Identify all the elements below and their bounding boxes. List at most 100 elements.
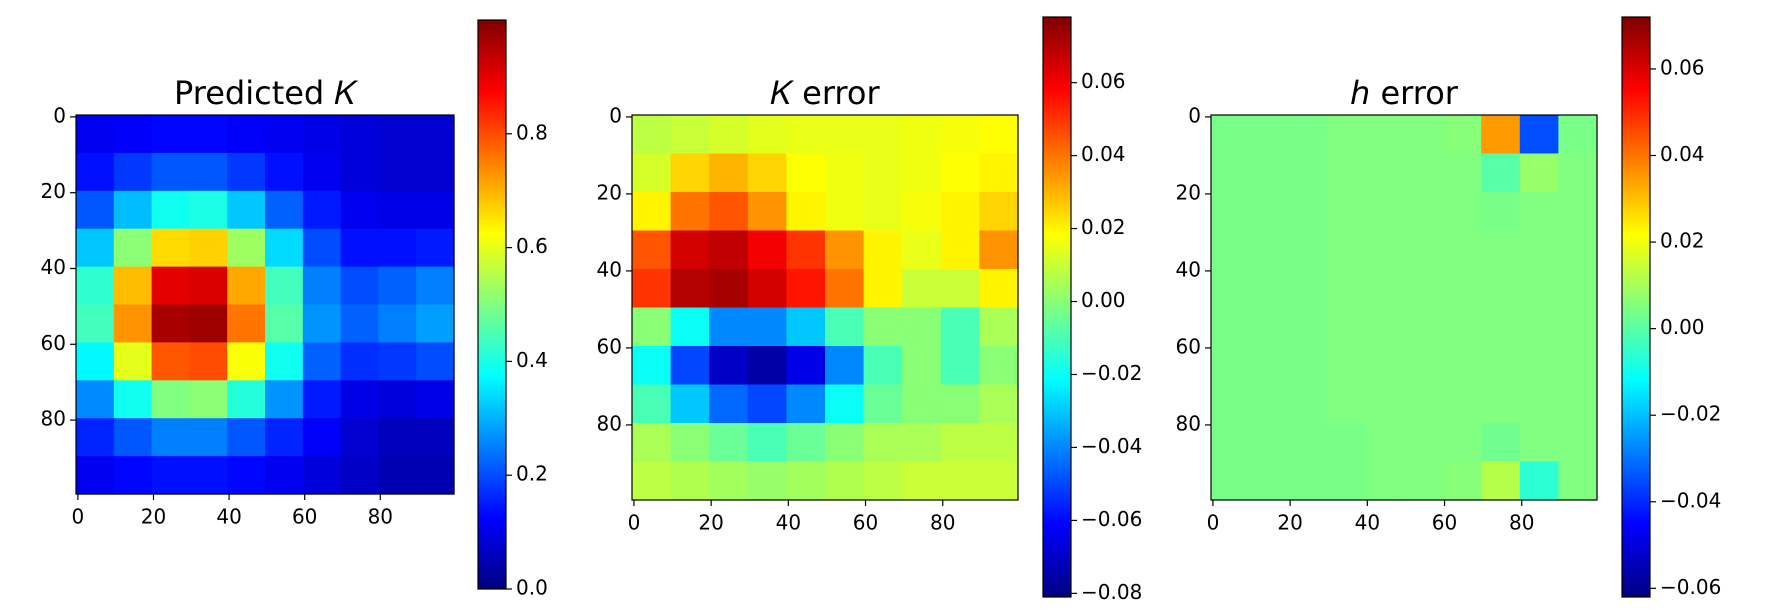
heatmap-cell [1365,230,1405,270]
heatmap-cell [1249,423,1289,463]
heatmap-cell [747,153,787,193]
heatmap-cell [265,380,304,419]
heatmap-cell [786,230,826,270]
heatmap-cell [416,342,455,381]
x-tick-label: 40 [1355,511,1380,535]
heatmap-cell [1288,346,1328,386]
heatmap-cell [1558,153,1598,193]
heatmap-cell [1558,346,1598,386]
heatmap-cell [265,266,304,306]
heatmap-cell [632,307,672,347]
heatmap-cell [1481,269,1521,309]
heatmap-cell [1365,192,1405,232]
heatmap-cell [709,153,749,193]
heatmap-cell [265,115,304,154]
heatmap-cell [189,266,228,306]
heatmap-cell [1558,384,1598,424]
heatmap-cell [1288,384,1328,424]
heatmap-cell [340,342,379,381]
colorbar-tick-label: −0.06 [1660,575,1721,599]
heatmap-cell [1211,307,1251,347]
colorbar-tick-label: 0.4 [516,348,548,372]
heatmap-cell [1365,384,1405,424]
heatmap-cell [302,380,342,419]
heatmap-cell [1211,346,1251,386]
heatmap-cell [1249,230,1289,270]
heatmap-cell [786,192,826,232]
heatmap-cell [863,384,903,424]
heatmap-cell [113,418,153,457]
heatmap-cell [1519,423,1559,463]
heatmap-cell [940,192,980,232]
heatmap-cell [747,346,787,386]
heatmap-cell [227,115,266,154]
heatmap-cell [189,190,228,230]
heatmap-cell [632,346,672,386]
heatmap-cell [825,230,865,270]
heatmap-cell [709,346,749,386]
heatmap-cell [786,423,826,463]
y-tick-label: 20 [597,180,622,204]
heatmap-cell [189,304,228,343]
heatmap-cell [416,115,455,154]
heatmap-cell [670,115,710,155]
heatmap-cell [1365,461,1405,501]
heatmap-cell [747,230,787,270]
heatmap-cell [979,307,1019,347]
heatmap-cell [825,461,865,501]
heatmap-cell [76,418,115,457]
heatmap-cell [1442,307,1482,347]
heatmap-cell [378,190,417,230]
heatmap-cell [863,423,903,463]
heatmap-cell [227,190,266,230]
heatmap-cell [1211,115,1251,155]
heatmap-cell [227,456,266,495]
heatmap-cell [1326,153,1366,193]
heatmap-cell [670,461,710,501]
heatmap-cell [227,266,266,306]
heatmap-cell [189,418,228,457]
heatmap-cell [747,307,787,347]
x-tick-label: 40 [776,511,801,535]
heatmap-cell [1326,346,1366,386]
heatmap-cell [151,152,190,192]
heatmap-cell [265,304,304,343]
heatmap-cell [709,192,749,232]
heatmap-cell [1211,269,1251,309]
heatmap-cell [902,153,942,193]
heatmap-cell [786,115,826,155]
y-tick-label: 0 [53,103,66,127]
heatmap-cell [113,456,153,495]
heatmap-cell [227,380,266,419]
heatmap-cell [1558,461,1598,501]
heatmap-cell [76,228,115,268]
heatmap-cell [1211,461,1251,501]
heatmap-cell [632,461,672,501]
heatmap-cell [1519,230,1559,270]
heatmap-cell [1288,153,1328,193]
heatmap-cell [863,269,903,309]
x-tick-label: 80 [368,505,393,529]
heatmap-cell [786,346,826,386]
heatmap-cell [825,269,865,309]
heatmap-cell [1558,423,1598,463]
heatmap-cell [378,115,417,154]
heatmap-cell [1326,423,1366,463]
heatmap-cell [979,153,1019,193]
colorbar-tick-label: −0.04 [1081,434,1142,458]
heatmap-cell [979,192,1019,232]
chart-title: ℎ error [1350,74,1459,112]
x-tick-label: 40 [216,505,241,529]
heatmap-cell [825,115,865,155]
heatmap-cell [1442,346,1482,386]
heatmap-cell [709,384,749,424]
heatmap-cell [1211,192,1251,232]
heatmap-cell [979,115,1019,155]
heatmap-cell [1249,346,1289,386]
heatmap-cell [189,152,228,192]
heatmap-cell [1481,192,1521,232]
heatmap-cell [709,461,749,501]
heatmap-cell [1519,192,1559,232]
heatmap-cells [1211,115,1598,501]
colorbar-tick-label: −0.06 [1081,507,1142,531]
